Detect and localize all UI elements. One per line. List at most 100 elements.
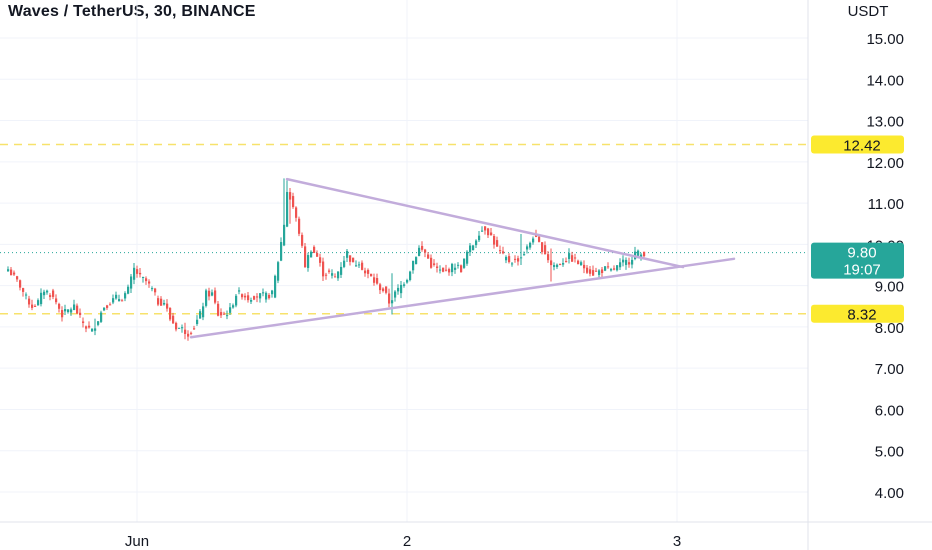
price-tick-label: 7.00 (875, 361, 904, 378)
level-badge (811, 304, 904, 323)
candle-body (298, 218, 301, 234)
candle-body (379, 284, 382, 291)
last-price-label: 9.80 (847, 245, 876, 262)
candle-body (349, 255, 352, 262)
candle-body (343, 260, 346, 267)
candle-body (13, 272, 16, 275)
trendlines[interactable] (189, 177, 736, 339)
candle-body (10, 269, 13, 276)
candle-body (505, 256, 508, 261)
candle-body (598, 270, 601, 275)
candle-body (142, 276, 145, 278)
candle-body (523, 254, 526, 256)
candle-body (355, 265, 358, 267)
candle-body (514, 258, 517, 260)
candle-body (97, 321, 100, 325)
candle-body (166, 303, 169, 309)
candle-body (403, 284, 406, 286)
candle-body (532, 238, 535, 243)
candle-body (586, 267, 589, 273)
candle-body (49, 295, 52, 297)
candle-body (154, 288, 157, 293)
candle-body (352, 257, 355, 263)
price-tick-label: 15.00 (866, 31, 904, 48)
candle-body (22, 288, 25, 292)
candle-body (109, 304, 112, 306)
candle-body (61, 310, 64, 318)
candle-body (88, 325, 91, 328)
trendline (189, 257, 736, 339)
candle-body (106, 305, 109, 308)
candle-body (481, 230, 484, 232)
candle-body (439, 269, 442, 271)
time-axis[interactable]: Jun 2 3 (125, 533, 681, 550)
candle-body (370, 273, 373, 277)
candle-body (475, 240, 478, 246)
price-tick-label: 12.00 (866, 155, 904, 172)
candle-body (619, 262, 622, 268)
candle-body (502, 251, 505, 254)
level-badge (811, 135, 904, 154)
candle-body (91, 328, 94, 332)
candle-body (205, 290, 208, 306)
price-tick-label: 13.00 (866, 114, 904, 131)
candle-body (457, 264, 460, 266)
candle-body (175, 322, 178, 330)
candle-body (172, 315, 175, 324)
candle-body (562, 263, 565, 265)
candle-body (589, 269, 592, 274)
candle-body (307, 255, 310, 268)
countdown-label: 19:07 (843, 262, 881, 279)
candle-body (220, 312, 223, 316)
candle-body (277, 262, 280, 281)
candle-body (169, 307, 172, 320)
candle-body (136, 269, 139, 274)
candle-body (16, 276, 19, 280)
candle-body (577, 260, 580, 265)
candle-body (193, 328, 196, 330)
candle-body (130, 276, 133, 289)
candle-body (55, 298, 58, 303)
candlesticks (7, 178, 646, 341)
candle-body (571, 255, 574, 262)
candle-body (406, 279, 409, 283)
candle-body (328, 270, 331, 272)
candle-body (118, 299, 121, 302)
candle-body (148, 281, 151, 284)
candle-body (391, 300, 394, 304)
candle-body (70, 309, 73, 313)
candle-body (583, 264, 586, 269)
candle-body (25, 294, 28, 296)
price-tick-label: 9.00 (875, 279, 904, 296)
time-tick-label: Jun (125, 533, 149, 550)
price-tick-label: 5.00 (875, 444, 904, 461)
candle-body (112, 298, 115, 303)
candle-body (229, 307, 232, 313)
candle-body (433, 263, 436, 265)
candle-body (547, 254, 550, 261)
candle-body (214, 290, 217, 303)
candle-body (286, 191, 289, 227)
candle-body (73, 304, 76, 311)
candle-body (244, 295, 247, 298)
candle-body (511, 263, 514, 265)
candle-body (580, 262, 583, 265)
candle-body (499, 250, 502, 252)
level-badge-label: 8.32 (847, 307, 876, 324)
candle-body (208, 290, 211, 297)
candle-body (334, 276, 337, 278)
candle-body (133, 267, 136, 280)
candle-body (178, 327, 181, 329)
candle-body (595, 270, 598, 272)
candle-body (508, 256, 511, 263)
candle-body (553, 265, 556, 267)
candle-body (241, 294, 244, 298)
candle-body (217, 303, 220, 316)
candle-body (64, 308, 67, 312)
candle-body (472, 245, 475, 251)
candle-body (139, 272, 142, 275)
price-tick-label: 11.00 (868, 196, 904, 213)
candle-body (610, 269, 613, 271)
